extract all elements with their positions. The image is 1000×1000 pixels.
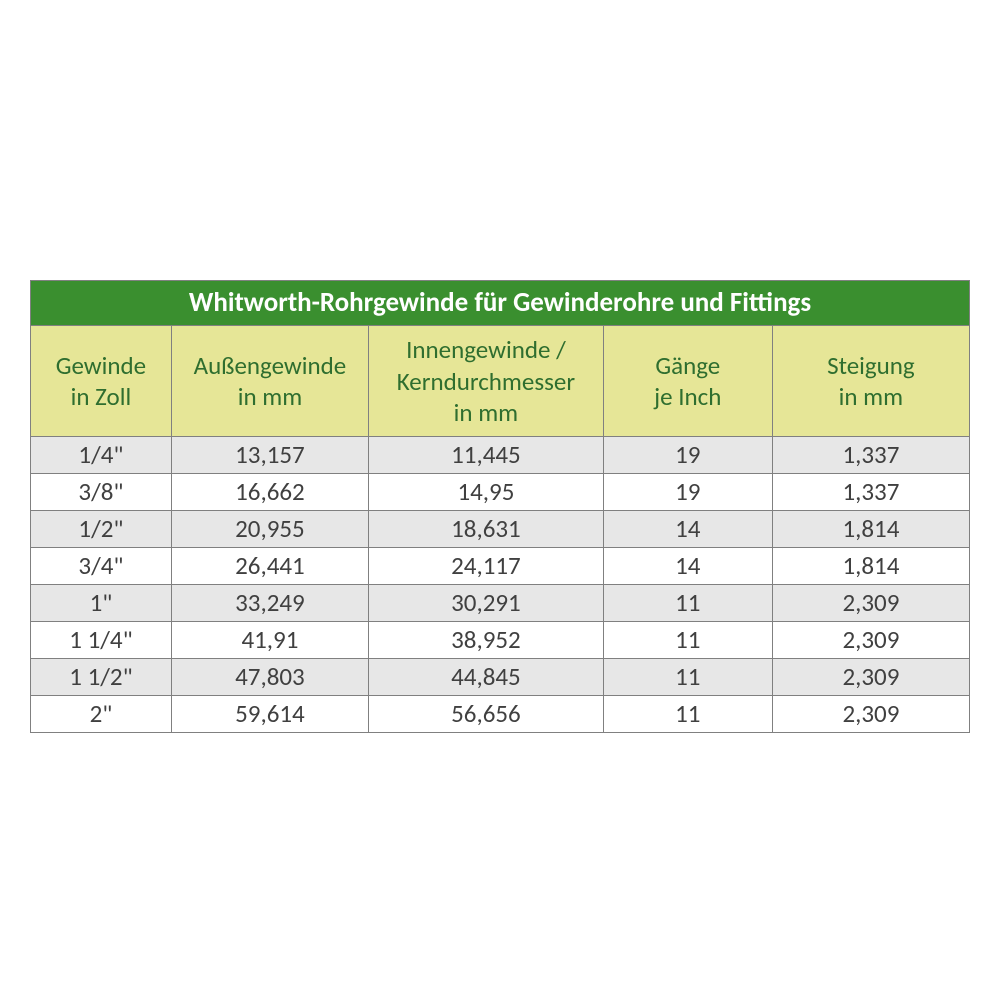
cell: 47,803	[171, 659, 368, 696]
cell: 11	[603, 585, 772, 622]
table-row: 2" 59,614 56,656 11 2,309	[31, 696, 970, 733]
cell: 11	[603, 696, 772, 733]
cell: 1,814	[772, 548, 969, 585]
col-header-text: Steigung	[827, 350, 915, 381]
col-header-gaenge: Gänge je Inch	[603, 326, 772, 437]
col-header-innengewinde: Innengewinde / Kerndurchmesser in mm	[369, 326, 604, 437]
cell: 16,662	[171, 474, 368, 511]
cell: 44,845	[369, 659, 604, 696]
table-row: 1 1/2" 47,803 44,845 11 2,309	[31, 659, 970, 696]
cell: 1,337	[772, 437, 969, 474]
cell: 19	[603, 474, 772, 511]
col-header-text: Gänge	[655, 350, 720, 381]
table-title: Whitworth-Rohrgewinde für Gewinderohre u…	[31, 281, 970, 326]
table-body: 1/4" 13,157 11,445 19 1,337 3/8" 16,662 …	[31, 437, 970, 733]
cell: 3/8"	[31, 474, 172, 511]
cell: 56,656	[369, 696, 604, 733]
col-header-text: in Zoll	[71, 381, 132, 412]
col-header-text: in mm	[839, 381, 903, 412]
cell: 1,337	[772, 474, 969, 511]
table-row: 3/4" 26,441 24,117 14 1,814	[31, 548, 970, 585]
table-row: 1/4" 13,157 11,445 19 1,337	[31, 437, 970, 474]
cell: 2,309	[772, 622, 969, 659]
cell: 13,157	[171, 437, 368, 474]
cell: 24,117	[369, 548, 604, 585]
cell: 19	[603, 437, 772, 474]
table-row: 1 1/4" 41,91 38,952 11 2,309	[31, 622, 970, 659]
col-header-steigung: Steigung in mm	[772, 326, 969, 437]
cell: 2,309	[772, 696, 969, 733]
table-row: 3/8" 16,662 14,95 19 1,337	[31, 474, 970, 511]
cell: 1,814	[772, 511, 969, 548]
cell: 3/4"	[31, 548, 172, 585]
cell: 2,309	[772, 659, 969, 696]
col-header-gewinde: Gewinde in Zoll	[31, 326, 172, 437]
cell: 11	[603, 622, 772, 659]
cell: 30,291	[369, 585, 604, 622]
cell: 38,952	[369, 622, 604, 659]
cell: 14,95	[369, 474, 604, 511]
table-row: 1/2" 20,955 18,631 14 1,814	[31, 511, 970, 548]
table-header-row: Gewinde in Zoll Außengewinde in mm Innen…	[31, 326, 970, 437]
col-header-text: Kerndurchmesser	[397, 366, 575, 397]
cell: 20,955	[171, 511, 368, 548]
cell: 2,309	[772, 585, 969, 622]
table-container: Whitworth-Rohrgewinde für Gewinderohre u…	[30, 280, 970, 733]
cell: 14	[603, 548, 772, 585]
cell: 33,249	[171, 585, 368, 622]
cell: 1/2"	[31, 511, 172, 548]
cell: 1/4"	[31, 437, 172, 474]
cell: 41,91	[171, 622, 368, 659]
cell: 11,445	[369, 437, 604, 474]
table-row: 1" 33,249 30,291 11 2,309	[31, 585, 970, 622]
col-header-text: Innengewinde /	[406, 334, 566, 365]
cell: 59,614	[171, 696, 368, 733]
cell: 1 1/4"	[31, 622, 172, 659]
cell: 1 1/2"	[31, 659, 172, 696]
col-header-text: Außengewinde	[194, 350, 347, 381]
whitworth-table: Whitworth-Rohrgewinde für Gewinderohre u…	[30, 280, 970, 733]
cell: 26,441	[171, 548, 368, 585]
table-title-row: Whitworth-Rohrgewinde für Gewinderohre u…	[31, 281, 970, 326]
cell: 1"	[31, 585, 172, 622]
cell: 11	[603, 659, 772, 696]
col-header-text: je Inch	[654, 381, 721, 412]
cell: 14	[603, 511, 772, 548]
col-header-text: Gewinde	[56, 350, 146, 381]
col-header-aussengewinde: Außengewinde in mm	[171, 326, 368, 437]
col-header-text: in mm	[238, 381, 302, 412]
cell: 2"	[31, 696, 172, 733]
cell: 18,631	[369, 511, 604, 548]
col-header-text: in mm	[454, 397, 518, 428]
